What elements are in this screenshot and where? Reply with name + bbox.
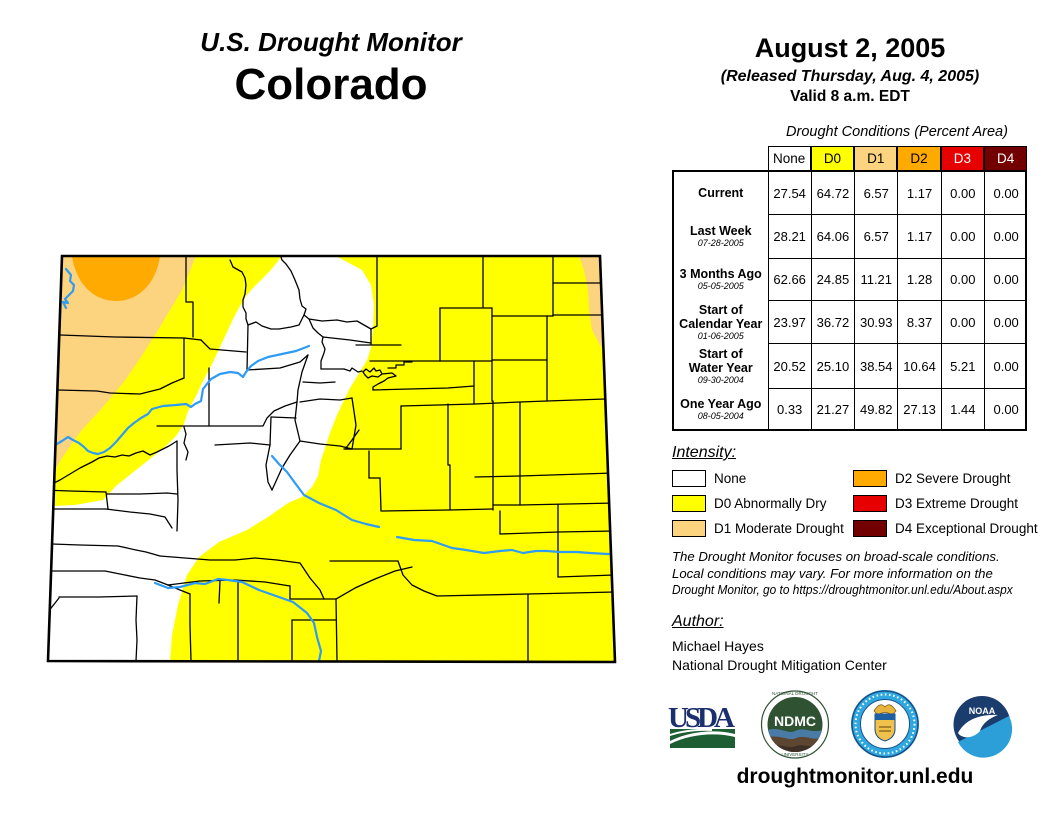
svg-text:NATIONAL DROUGHT: NATIONAL DROUGHT — [772, 691, 818, 696]
svg-text:NDMC: NDMC — [774, 713, 816, 729]
svg-text:NOAA: NOAA — [969, 706, 996, 716]
svg-text:USDA: USDA — [668, 702, 735, 734]
svg-text:UNIVERSITY: UNIVERSITY — [781, 752, 808, 757]
